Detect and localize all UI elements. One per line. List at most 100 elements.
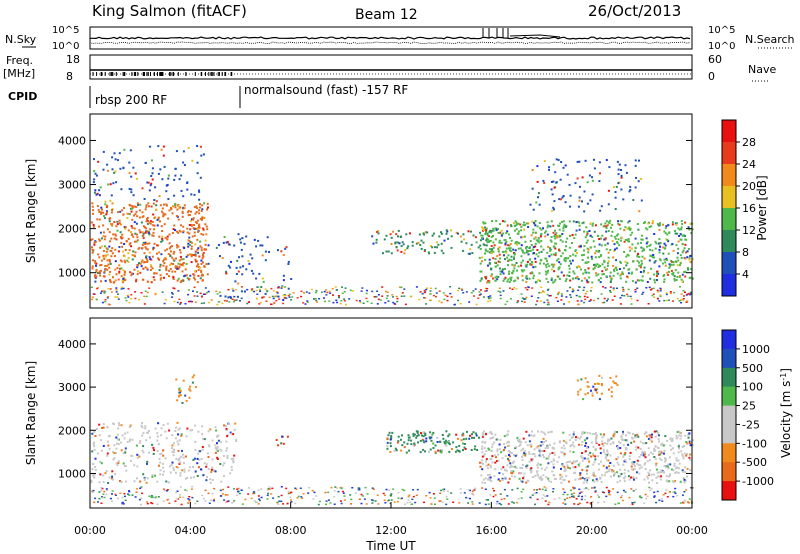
heatmap-cell xyxy=(604,238,607,241)
heatmap-cell xyxy=(237,490,239,493)
heatmap-cell xyxy=(622,430,624,433)
heatmap-cell xyxy=(482,222,485,225)
heatmap-cell xyxy=(682,298,685,300)
heatmap-cell xyxy=(224,425,227,428)
heatmap-cell xyxy=(146,230,149,233)
heatmap-cell xyxy=(583,431,586,434)
heatmap-cell xyxy=(581,254,583,257)
heatmap-cell xyxy=(102,445,105,447)
heatmap-cell xyxy=(136,215,139,218)
heatmap-cell xyxy=(653,491,656,494)
heatmap-cell xyxy=(582,481,585,484)
heatmap-cell xyxy=(544,447,547,450)
heatmap-cell xyxy=(494,454,497,457)
heatmap-cell xyxy=(197,452,200,455)
heatmap-cell xyxy=(257,503,260,505)
heatmap-cell xyxy=(520,491,523,493)
y-tick-label: 4000 xyxy=(58,338,86,351)
heatmap-cell xyxy=(440,301,443,304)
heatmap-cell xyxy=(202,233,205,236)
heatmap-cell xyxy=(563,223,566,226)
heatmap-cell xyxy=(598,256,601,259)
heatmap-cell xyxy=(205,263,208,266)
heatmap-cell xyxy=(602,445,605,447)
heatmap-cell xyxy=(302,493,305,495)
heatmap-cell xyxy=(525,296,528,299)
xlabel: Time UT xyxy=(365,539,416,553)
heatmap-cell xyxy=(546,289,549,291)
heatmap-cell xyxy=(438,290,441,292)
heatmap-cell xyxy=(196,281,199,284)
heatmap-cell xyxy=(597,502,600,504)
heatmap-cell xyxy=(606,300,608,302)
heatmap-cell xyxy=(618,181,621,184)
heatmap-cell xyxy=(561,451,564,454)
heatmap-cell xyxy=(403,295,406,297)
heatmap-cell xyxy=(138,498,141,501)
heatmap-cell xyxy=(571,462,574,465)
heatmap-cell xyxy=(484,249,487,252)
heatmap-cell xyxy=(228,423,230,425)
heatmap-cell xyxy=(549,247,551,250)
heatmap-cell xyxy=(365,503,368,505)
heatmap-cell xyxy=(478,256,481,259)
heatmap-cell xyxy=(619,277,622,280)
heatmap-cell xyxy=(407,436,410,439)
heatmap-cell xyxy=(584,498,586,501)
heatmap-cell xyxy=(105,247,108,250)
heatmap-cell xyxy=(162,212,165,215)
heatmap-cell xyxy=(591,236,594,238)
heatmap-cell xyxy=(92,259,94,262)
heatmap-cell xyxy=(354,492,357,494)
heatmap-cell xyxy=(490,235,493,238)
heatmap-cell xyxy=(281,286,284,288)
heatmap-cell xyxy=(618,163,621,166)
heatmap-cell xyxy=(531,169,534,171)
heatmap-cell xyxy=(509,277,512,280)
heatmap-cell xyxy=(606,470,609,473)
heatmap-cell xyxy=(157,443,160,446)
heatmap-cell xyxy=(592,299,595,302)
heatmap-cell xyxy=(104,472,107,475)
heatmap-cell xyxy=(491,433,494,435)
heatmap-cell xyxy=(656,279,658,281)
heatmap-cell xyxy=(118,152,121,155)
heatmap-cell xyxy=(182,264,185,267)
heatmap-cell xyxy=(642,247,645,250)
heatmap-cell xyxy=(294,487,297,489)
heatmap-cell xyxy=(98,238,101,241)
heatmap-cell xyxy=(502,466,505,469)
heatmap-cell xyxy=(144,231,147,234)
heatmap-cell xyxy=(219,489,222,492)
heatmap-cell xyxy=(456,437,459,440)
heatmap-cell xyxy=(581,222,584,225)
heatmap-cell xyxy=(501,269,504,272)
heatmap-cell xyxy=(220,441,222,444)
heatmap-cell xyxy=(231,287,234,290)
heatmap-cell xyxy=(148,451,150,454)
heatmap-cell xyxy=(562,227,565,230)
heatmap-cell xyxy=(189,300,192,303)
heatmap-cell xyxy=(631,468,634,471)
heatmap-cell xyxy=(141,244,144,246)
heatmap-cell xyxy=(177,433,180,436)
heatmap-cell xyxy=(546,260,548,263)
heatmap-cell xyxy=(658,440,660,443)
heatmap-cell xyxy=(416,431,419,434)
heatmap-cell xyxy=(513,286,516,289)
heatmap-cell xyxy=(530,244,533,246)
heatmap-cell xyxy=(602,449,605,452)
heatmap-cell xyxy=(182,496,185,499)
heatmap-cell xyxy=(145,258,148,261)
heatmap-cell xyxy=(452,501,455,503)
heatmap-cell xyxy=(144,161,147,164)
heatmap-cell xyxy=(627,221,630,224)
heatmap-cell xyxy=(554,247,557,250)
heatmap-cell xyxy=(431,246,434,249)
heatmap-cell xyxy=(647,471,650,474)
heatmap-cell xyxy=(590,455,592,458)
heatmap-cell xyxy=(181,212,184,214)
heatmap-cell xyxy=(618,223,621,226)
heatmap-cell xyxy=(624,164,627,167)
heatmap-cell xyxy=(99,274,102,277)
